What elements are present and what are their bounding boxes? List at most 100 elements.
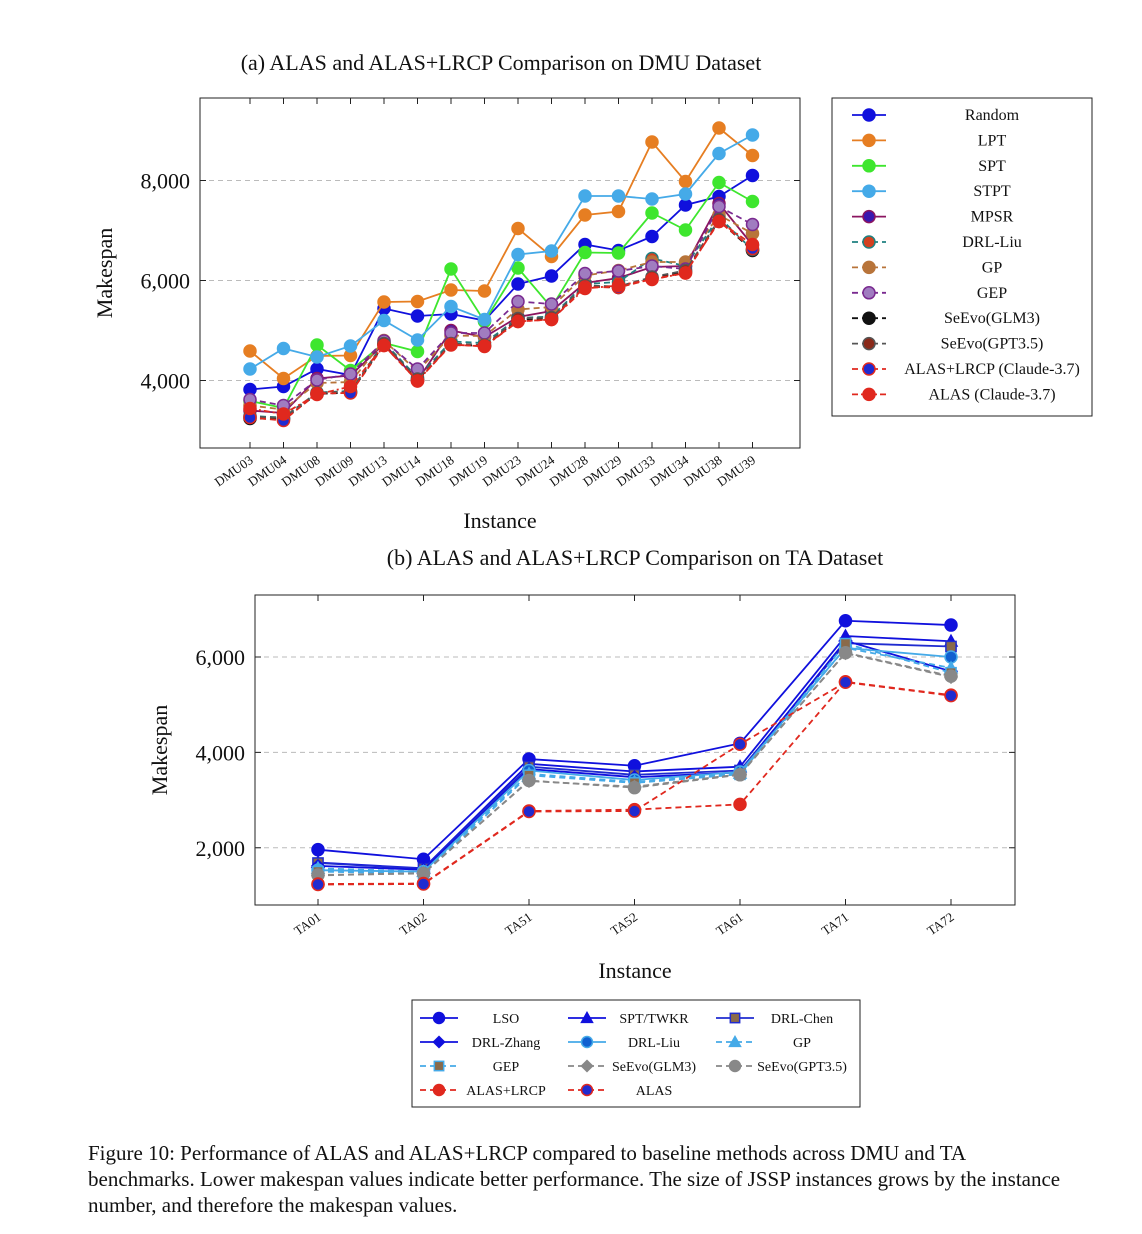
- data-point: [511, 221, 525, 236]
- data-point: [733, 737, 747, 752]
- series-line: [249, 201, 754, 414]
- x-tick-label: TA72: [924, 909, 957, 938]
- data-point: [410, 344, 425, 359]
- legend-marker: [862, 184, 876, 198]
- legend-label: STPT: [973, 183, 1011, 200]
- legend-marker: [580, 1059, 594, 1073]
- legend-label: GP: [982, 259, 1003, 276]
- chart-a-y-axis-label: Makespan: [92, 228, 117, 318]
- legend-entry: SPT: [852, 158, 1006, 175]
- legend-label: ALAS (Claude-3.7): [928, 386, 1055, 403]
- data-point: [444, 337, 458, 352]
- data-point: [276, 407, 291, 421]
- legend-label: Random: [965, 107, 1020, 124]
- x-tick-label: TA01: [291, 909, 324, 938]
- data-point: [410, 374, 425, 388]
- data-point: [544, 269, 559, 283]
- data-point: [733, 797, 747, 812]
- legend-marker: [728, 1034, 742, 1048]
- chart-b-legend-box: [411, 999, 861, 1108]
- data-point: [712, 199, 726, 214]
- chart-a-legend: Random LPT SPT STPT MPSR DRL-Liu GP GEP SeEvo(GL…: [852, 107, 1080, 403]
- data-point: [745, 168, 760, 183]
- legend-marker: [862, 235, 876, 249]
- data-point: [477, 312, 492, 327]
- x-tick-label: DMU39: [714, 452, 758, 489]
- data-point: [377, 313, 391, 328]
- series-line: [249, 126, 754, 380]
- data-point: [578, 189, 592, 203]
- data-point: [678, 174, 693, 189]
- series-line: [249, 174, 753, 391]
- data-point: [477, 326, 492, 340]
- data-point: [243, 362, 257, 376]
- chart-b-plot-area: [254, 594, 1016, 906]
- chart-a-legend-box: [831, 97, 1093, 417]
- data-point: [511, 277, 525, 291]
- series-lpt: [243, 121, 760, 386]
- legend-label: SeEvo(GPT3.5): [757, 1060, 847, 1075]
- data-point: [645, 135, 659, 149]
- legend-entry: MPSR: [852, 209, 1014, 226]
- data-point: [745, 217, 760, 232]
- legend-entry: SPT/TWKR: [568, 1010, 689, 1027]
- data-point: [678, 187, 693, 201]
- data-point: [611, 189, 626, 203]
- data-point: [377, 338, 391, 353]
- y-tick-label: 4,000: [196, 740, 246, 765]
- legend-marker: [432, 1011, 446, 1025]
- chart-a-series: [243, 121, 760, 428]
- legend-label: DRL-Liu: [962, 234, 1022, 251]
- data-point: [944, 688, 958, 703]
- data-point: [522, 804, 536, 819]
- chart-b-y-axis-label: Makespan: [147, 705, 172, 795]
- series-line: [317, 639, 952, 871]
- legend-marker: [729, 1012, 741, 1024]
- series-drl-chen: [312, 637, 957, 875]
- data-point: [343, 339, 358, 353]
- series-drl-zhang: [310, 633, 959, 877]
- chart-b-grid: [255, 656, 1015, 849]
- data-point: [511, 314, 525, 329]
- data-point: [611, 264, 626, 278]
- data-point: [944, 618, 958, 632]
- data-point: [377, 295, 391, 309]
- data-point: [745, 128, 760, 142]
- legend-entry: ALAS+LRCP (Claude-3.7): [852, 361, 1080, 378]
- legend-marker: [862, 159, 876, 173]
- data-point: [578, 266, 592, 281]
- data-point: [611, 204, 626, 219]
- data-point: [945, 640, 957, 653]
- data-point: [712, 175, 726, 190]
- data-point: [511, 294, 525, 309]
- y-tick-label: 6,000: [141, 269, 191, 294]
- legend-marker: [432, 1083, 446, 1097]
- legend-marker: [862, 311, 876, 325]
- legend-entry: GEP: [852, 285, 1007, 302]
- series-alas: [311, 675, 958, 892]
- data-point: [343, 379, 358, 394]
- data-point: [611, 246, 626, 260]
- series-lso: [311, 614, 958, 866]
- series-line: [249, 205, 753, 407]
- data-point: [444, 299, 458, 314]
- data-point: [838, 645, 853, 660]
- data-point: [310, 350, 324, 364]
- legend-marker: [862, 108, 876, 122]
- data-point: [712, 214, 726, 229]
- legend-label: ALAS+LRCP (Claude-3.7): [904, 361, 1080, 378]
- chart-b-x-axis-label: Instance: [598, 958, 671, 983]
- data-point: [544, 244, 559, 258]
- legend-label: LSO: [493, 1012, 519, 1027]
- legend-marker: [862, 209, 876, 224]
- y-tick-label: 8,000: [141, 169, 191, 194]
- series-spt-twkr: [310, 628, 959, 874]
- chart-b-legend: LSO SPT/TWKR DRL-Chen DRL-Zhang DRL-Liu GP GEP…: [420, 1010, 847, 1099]
- y-tick-label: 4,000: [141, 369, 191, 394]
- data-point: [627, 804, 642, 818]
- y-tick-label: 6,000: [196, 645, 246, 670]
- data-point: [712, 121, 726, 135]
- data-point: [578, 281, 592, 296]
- legend-label: ALAS+LRCP: [466, 1084, 546, 1099]
